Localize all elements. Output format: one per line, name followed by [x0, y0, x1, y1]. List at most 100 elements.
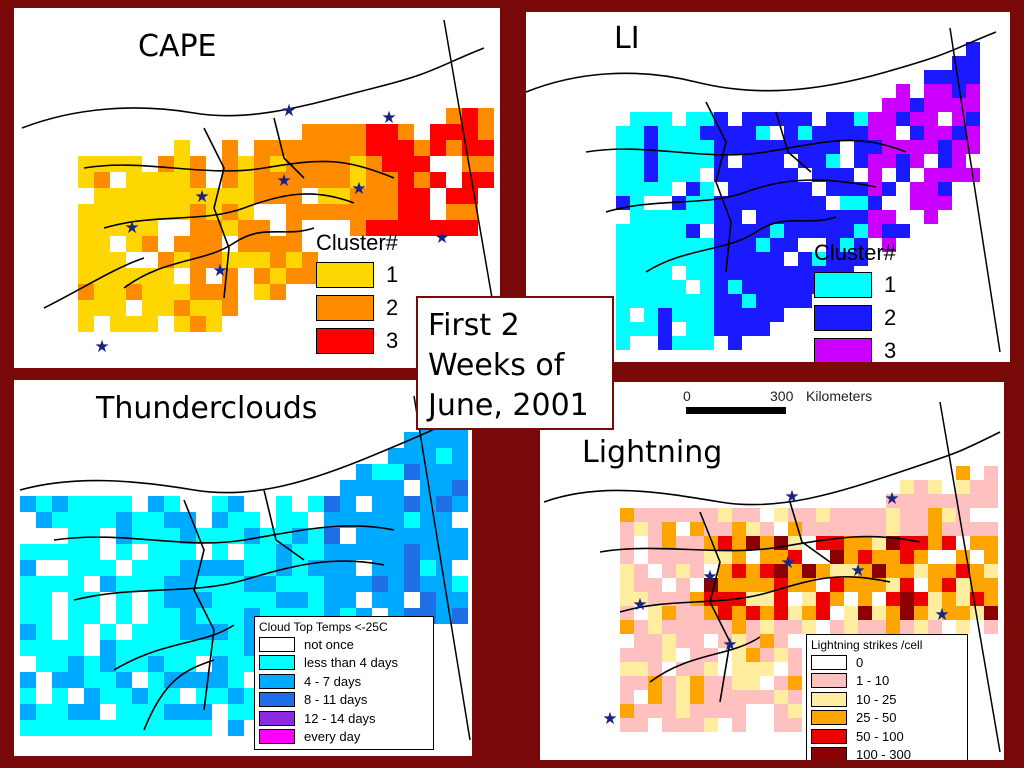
grid-cell — [372, 592, 388, 608]
grid-cell — [20, 656, 36, 672]
grid-cell — [302, 156, 318, 172]
grid-cell — [180, 704, 196, 720]
scale-bar: 0 300 Kilometers — [680, 388, 900, 418]
grid-cell — [882, 98, 896, 112]
grid-cell — [844, 578, 858, 592]
grid-cell — [404, 432, 420, 448]
grid-cell — [68, 624, 84, 640]
grid-cell — [914, 564, 928, 578]
grid-cell — [690, 508, 704, 522]
grid-cell — [132, 720, 148, 736]
grid-cell — [648, 690, 662, 704]
grid-cell — [190, 316, 206, 332]
grid-cell — [686, 266, 700, 280]
grid-cell — [662, 704, 676, 718]
station-star-icon: ★ — [780, 553, 795, 573]
station-star-icon: ★ — [784, 487, 799, 507]
grid-cell — [900, 578, 914, 592]
grid-cell — [732, 648, 746, 662]
grid-cell — [728, 280, 742, 294]
grid-cell — [94, 204, 110, 220]
grid-cell — [984, 578, 998, 592]
grid-cell — [662, 676, 676, 690]
grid-cell — [732, 704, 746, 718]
grid-cell — [404, 448, 420, 464]
grid-cell — [760, 648, 774, 662]
grid-cell — [760, 550, 774, 564]
grid-cell — [966, 42, 980, 56]
grid-cell — [190, 220, 206, 236]
grid-cell — [882, 182, 896, 196]
grid-cell — [164, 624, 180, 640]
grid-cell — [212, 496, 228, 512]
grid-cell — [452, 528, 468, 544]
li-legend-label: 2 — [884, 305, 897, 330]
grid-cell — [826, 238, 840, 252]
station-star-icon: ★ — [94, 337, 109, 357]
grid-cell — [956, 480, 970, 494]
grid-cell — [110, 188, 126, 204]
grid-cell — [928, 592, 942, 606]
grid-cell — [164, 592, 180, 608]
grid-cell — [662, 648, 676, 662]
grid-cell — [100, 560, 116, 576]
grid-cell — [132, 592, 148, 608]
grid-cell — [872, 522, 886, 536]
grid-cell — [52, 544, 68, 560]
grid-cell — [196, 720, 212, 736]
grid-cell — [952, 154, 966, 168]
station-star-icon: ★ — [702, 567, 717, 587]
grid-cell — [732, 536, 746, 550]
grid-cell — [690, 620, 704, 634]
station-star-icon: ★ — [722, 635, 737, 655]
cape-legend-label: 3 — [386, 328, 399, 353]
grid-cell — [126, 172, 142, 188]
lightning-legend-label: 0 — [856, 654, 864, 670]
grid-cell — [886, 606, 900, 620]
grid-cell — [180, 512, 196, 528]
grid-cell — [206, 236, 222, 252]
grid-cell — [760, 690, 774, 704]
grid-cell — [116, 544, 132, 560]
grid-cell — [446, 204, 462, 220]
lightning-legend-swatch — [811, 728, 847, 744]
grid-cell — [254, 268, 270, 284]
grid-cell — [910, 182, 924, 196]
river-basin-boundary — [585, 139, 907, 156]
grid-cell — [686, 336, 700, 350]
grid-cell — [340, 496, 356, 512]
grid-cell — [648, 620, 662, 634]
grid-cell — [872, 578, 886, 592]
grid-cell — [952, 168, 966, 182]
grid-cell — [78, 156, 94, 172]
river-basin-boundary — [705, 101, 732, 273]
grid-cell — [718, 592, 732, 606]
grid-cell — [886, 620, 900, 634]
grid-cell — [334, 156, 350, 172]
grid-cell — [100, 608, 116, 624]
grid-cell — [900, 550, 914, 564]
grid-cell — [886, 522, 900, 536]
grid-cell — [388, 544, 404, 560]
grid-cell — [302, 204, 318, 220]
grid-cell — [742, 322, 756, 336]
grid-cell — [372, 464, 388, 480]
grid-cell — [676, 564, 690, 578]
grid-cell — [788, 648, 802, 662]
river-basin-boundary — [183, 499, 215, 711]
grid-cell — [430, 140, 446, 156]
grid-cell — [616, 182, 630, 196]
grid-cell — [436, 512, 452, 528]
grid-cell — [270, 284, 286, 300]
grid-cell — [78, 220, 94, 236]
grid-cell — [928, 606, 942, 620]
grid-cell — [900, 592, 914, 606]
grid-cell — [956, 466, 970, 480]
cape-legend-item: 3 — [316, 328, 398, 354]
grid-cell — [228, 512, 244, 528]
grid-cell — [148, 528, 164, 544]
grid-cell — [180, 528, 196, 544]
grid-cell — [84, 656, 100, 672]
grid-cell — [270, 236, 286, 252]
grid-cell — [196, 640, 212, 656]
